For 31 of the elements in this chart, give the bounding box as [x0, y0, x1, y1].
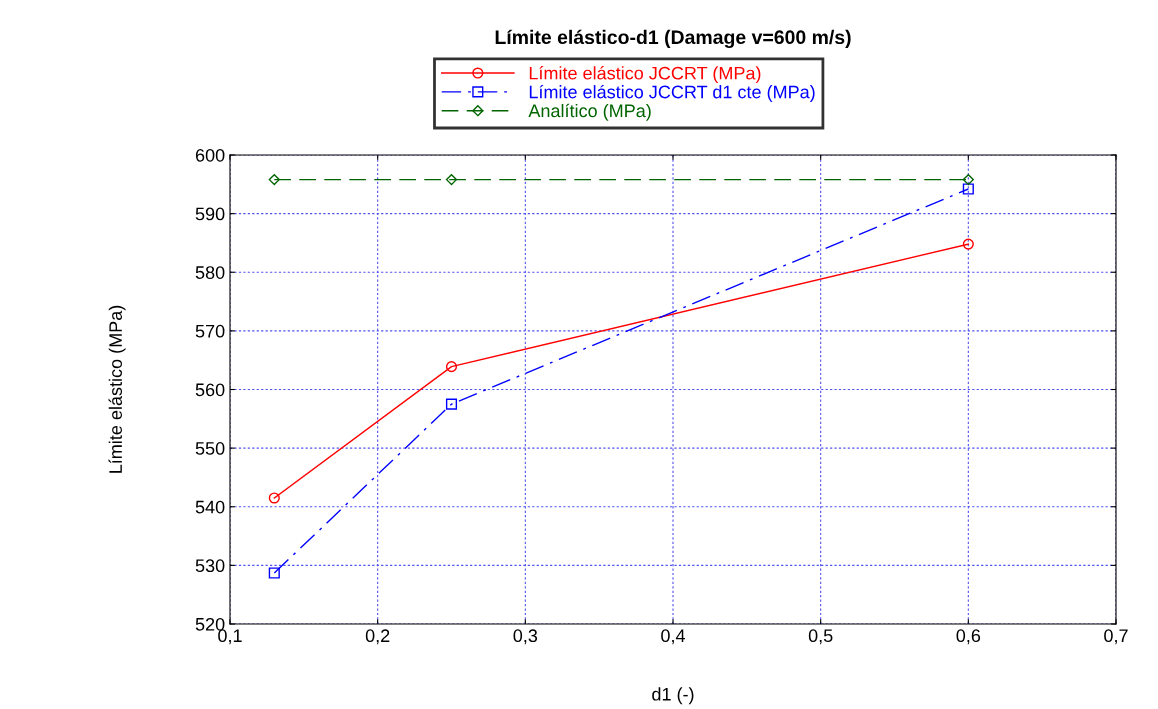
point [445, 361, 458, 373]
y-tick-label: 600 [195, 148, 225, 162]
y-tick-label: 580 [195, 266, 225, 279]
point [962, 174, 974, 186]
point [962, 238, 974, 250]
point [445, 398, 458, 410]
y-tick-label: 550 [195, 442, 225, 455]
point [445, 174, 458, 186]
x-tick-label: 0,1 [218, 629, 242, 645]
x-tick-label: 0,6 [956, 629, 981, 645]
legend-label: Límite elástico JCCRT d1 cte (MPa) [529, 84, 815, 102]
x-tick-label: 0,5 [808, 629, 833, 645]
x-tick-label: 0,7 [1104, 629, 1128, 645]
x-tick-label: 0,4 [661, 629, 686, 645]
y-tick-label: 540 [195, 500, 225, 514]
point [268, 174, 280, 186]
y-tick-label: 590 [195, 207, 225, 221]
legend-label: Analítico (MPa) [528, 103, 651, 121]
legend-label: Límite elástico JCCRT (MPa) [529, 66, 761, 84]
chart-title: Límite elástico-d1 (Damage v=600 m/s) [495, 29, 851, 49]
point [962, 183, 974, 195]
x-tick-label: 0,3 [513, 629, 538, 645]
y-tick-label: 520 [195, 617, 225, 631]
x-axis-title: d1 (-) [652, 687, 694, 705]
point [268, 567, 280, 579]
y-tick-label: 570 [195, 324, 225, 338]
point [268, 492, 280, 504]
y-axis-title: Límite elástico (MPa) [108, 305, 126, 473]
y-tick-label: 560 [195, 383, 225, 397]
x-tick-label: 0,2 [365, 629, 390, 645]
y-tick-label: 530 [195, 559, 225, 573]
